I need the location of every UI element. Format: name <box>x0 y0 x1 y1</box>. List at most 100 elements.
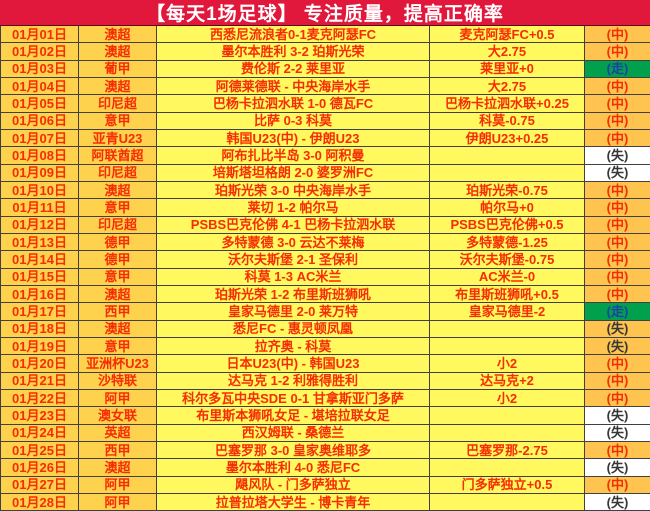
table-row: 01月06日 意甲 比萨 0-3 科莫 科莫-0.75 (中) <box>1 112 650 130</box>
match-result-cell: 墨尔本胜利 3-2 珀斯光荣 <box>157 43 430 60</box>
result-status-cell: (中) <box>585 268 650 285</box>
league-cell: 澳超 <box>79 459 157 476</box>
pick-cell <box>430 459 585 476</box>
match-result-cell: 韩国U23(中) - 伊朗U23 <box>157 129 430 147</box>
league-cell: 意甲 <box>79 268 157 285</box>
pick-cell: 大2.75 <box>430 77 585 95</box>
pick-cell: 麦克阿瑟FC+0.5 <box>430 26 585 43</box>
match-result-cell: 费伦斯 2-2 莱里亚 <box>157 60 430 77</box>
league-cell: 西甲 <box>79 303 157 320</box>
league-cell: 德甲 <box>79 233 157 251</box>
table-row: 01月16日 澳超 珀斯光荣 1-2 布里斯班狮吼 布里斯班狮吼+0.5 (中) <box>1 285 650 304</box>
pick-cell: 帕尔马+0 <box>430 199 585 216</box>
league-cell: 德甲 <box>79 251 157 268</box>
match-result-cell: 布里斯本狮吼女足 - 堪培拉联女足 <box>157 407 430 424</box>
pick-cell: 门多萨独立+0.5 <box>430 476 585 493</box>
date-cell: 01月02日 <box>1 43 79 60</box>
match-result-cell: 西汉姆联 - 桑德兰 <box>157 424 430 441</box>
pick-cell <box>430 407 585 424</box>
date-cell: 01月18日 <box>1 320 79 337</box>
table-row: 01月20日 亚洲杯U23 日本U23(中) - 韩国U23 小2 (中) <box>1 355 650 373</box>
result-status-cell: (中) <box>585 372 650 389</box>
league-cell: 澳女联 <box>79 407 157 424</box>
table-row: 01月23日 澳女联 布里斯本狮吼女足 - 堪培拉联女足 (失) <box>1 407 650 425</box>
table-row: 01月21日 沙特联 达马克 1-2 利雅得胜利 达马克+2 (中) <box>1 372 650 390</box>
date-cell: 01月17日 <box>1 303 79 320</box>
table-row: 01月02日 澳超 墨尔本胜利 3-2 珀斯光荣 大2.75 (中) <box>1 43 650 61</box>
pick-cell <box>430 337 585 355</box>
league-cell: 葡甲 <box>79 60 157 77</box>
table-row: 01月05日 印尼超 巴杨卡拉泗水联 1-0 德瓦FC 巴杨卡拉泗水联+0.25 (中) <box>1 95 650 113</box>
league-cell: 澳超 <box>79 320 157 337</box>
pick-cell: 达马克+2 <box>430 372 585 389</box>
date-cell: 01月27日 <box>1 476 79 493</box>
date-cell: 01月10日 <box>1 181 79 199</box>
league-cell: 沙特联 <box>79 372 157 389</box>
league-cell: 印尼超 <box>79 95 157 112</box>
match-result-cell: PSBS巴克伦佛 4-1 巴杨卡拉泗水联 <box>157 216 430 233</box>
date-cell: 01月14日 <box>1 251 79 268</box>
result-status-cell: (失) <box>585 337 650 355</box>
pick-cell: 莱里亚+0 <box>430 60 585 77</box>
league-cell: 阿甲 <box>79 389 157 407</box>
match-result-cell: 珀斯光荣 3-0 中央海岸水手 <box>157 181 430 199</box>
result-status-cell: (中) <box>585 216 650 233</box>
table-row: 01月03日 葡甲 费伦斯 2-2 莱里亚 莱里亚+0 (走) <box>1 60 650 78</box>
table-row: 01月18日 澳超 悉尼FC - 惠灵顿凤凰 (失) <box>1 320 650 338</box>
result-status-cell: (中) <box>585 389 650 407</box>
result-status-cell: (中) <box>585 233 650 251</box>
pick-cell: 布里斯班狮吼+0.5 <box>430 285 585 303</box>
match-result-cell: 沃尔夫斯堡 2-1 圣保利 <box>157 251 430 268</box>
result-status-cell: (中) <box>585 77 650 95</box>
date-cell: 01月04日 <box>1 77 79 95</box>
match-result-cell: 拉普拉塔大学生 - 博卡青年 <box>157 493 430 511</box>
table-row: 01月28日 阿甲 拉普拉塔大学生 - 博卡青年 (失) <box>1 493 650 511</box>
date-cell: 01月13日 <box>1 233 79 251</box>
match-result-cell: 日本U23(中) - 韩国U23 <box>157 355 430 372</box>
match-result-cell: 多特蒙德 3-0 云达不莱梅 <box>157 233 430 251</box>
league-cell: 意甲 <box>79 337 157 355</box>
date-cell: 01月22日 <box>1 389 79 407</box>
league-cell: 澳超 <box>79 43 157 60</box>
result-status-cell: (中) <box>585 251 650 268</box>
league-cell: 意甲 <box>79 112 157 129</box>
result-status-cell: (中) <box>585 441 650 459</box>
league-cell: 印尼超 <box>79 164 157 181</box>
pick-cell: 大2.75 <box>430 43 585 60</box>
match-result-cell: 科尔多瓦中央SDE 0-1 甘拿斯亚门多萨 <box>157 389 430 407</box>
date-cell: 01月03日 <box>1 60 79 77</box>
date-cell: 01月09日 <box>1 164 79 181</box>
match-result-cell: 珀斯光荣 1-2 布里斯班狮吼 <box>157 285 430 303</box>
result-status-cell: (走) <box>585 303 650 320</box>
pick-cell: 珀斯光荣-0.75 <box>430 181 585 199</box>
match-result-cell: 莱切 1-2 帕尔马 <box>157 199 430 216</box>
match-result-cell: 巴杨卡拉泗水联 1-0 德瓦FC <box>157 95 430 112</box>
table-row: 01月13日 德甲 多特蒙德 3-0 云达不莱梅 多特蒙德-1.25 (中) <box>1 233 650 252</box>
result-status-cell: (中) <box>585 129 650 147</box>
pick-cell: PSBS巴克伦佛+0.5 <box>430 216 585 233</box>
match-result-cell: 阿德莱德联 - 中央海岸水手 <box>157 77 430 95</box>
date-cell: 01月12日 <box>1 216 79 233</box>
table-row: 01月15日 意甲 科莫 1-3 AC米兰 AC米兰-0 (中) <box>1 268 650 286</box>
table-row: 01月10日 澳超 珀斯光荣 3-0 中央海岸水手 珀斯光荣-0.75 (中) <box>1 181 650 200</box>
table-row: 01月01日 澳超 西悉尼流浪者0-1麦克阿瑟FC 麦克阿瑟FC+0.5 (中) <box>1 26 650 44</box>
match-result-cell: 皇家马德里 2-0 莱万特 <box>157 303 430 320</box>
pick-cell: 小2 <box>430 355 585 372</box>
pick-cell <box>430 147 585 164</box>
date-cell: 01月23日 <box>1 407 79 424</box>
pick-cell: 科莫-0.75 <box>430 112 585 129</box>
result-status-cell: (中) <box>585 476 650 493</box>
table-row: 01月04日 澳超 阿德莱德联 - 中央海岸水手 大2.75 (中) <box>1 77 650 96</box>
league-cell: 阿甲 <box>79 493 157 511</box>
date-cell: 01月21日 <box>1 372 79 389</box>
table-row: 01月11日 意甲 莱切 1-2 帕尔马 帕尔马+0 (中) <box>1 199 650 217</box>
result-status-cell: (失) <box>585 407 650 424</box>
league-cell: 英超 <box>79 424 157 441</box>
pick-cell: AC米兰-0 <box>430 268 585 285</box>
pick-cell: 巴杨卡拉泗水联+0.25 <box>430 95 585 112</box>
pick-cell: 巴塞罗那-2.75 <box>430 441 585 459</box>
table-row: 01月14日 德甲 沃尔夫斯堡 2-1 圣保利 沃尔夫斯堡-0.75 (中) <box>1 251 650 269</box>
match-result-cell: 西悉尼流浪者0-1麦克阿瑟FC <box>157 26 430 43</box>
pick-cell <box>430 320 585 337</box>
match-result-cell: 阿布扎比半岛 3-0 阿积曼 <box>157 147 430 164</box>
